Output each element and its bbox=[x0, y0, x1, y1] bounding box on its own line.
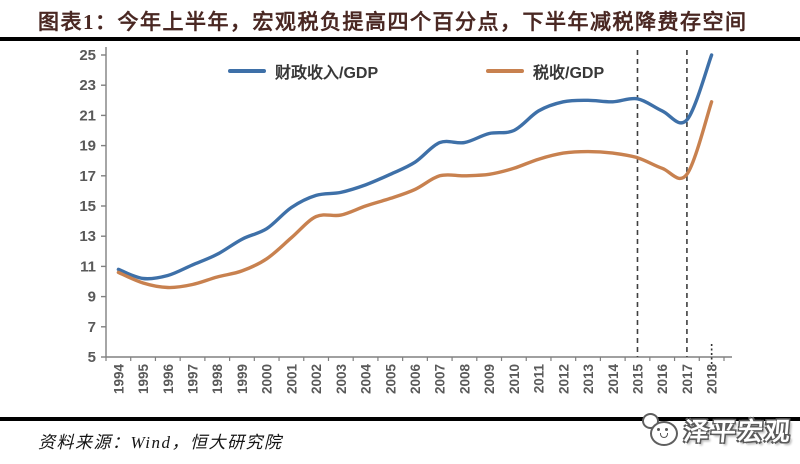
x-axis-label: 2013 bbox=[581, 364, 596, 395]
y-axis-label: 13 bbox=[79, 228, 96, 245]
y-axis-label: 9 bbox=[88, 289, 96, 306]
y-axis-label: 15 bbox=[79, 198, 96, 215]
x-axis-label: 2006 bbox=[408, 364, 423, 395]
x-axis-label: 2015 bbox=[631, 364, 646, 395]
series-line-tax bbox=[116, 100, 714, 290]
legend-item-tax: 税收/GDP bbox=[486, 59, 604, 83]
x-axis-label: 2003 bbox=[334, 364, 349, 395]
legend-label-fiscal-revenue: 财政收入/GDP bbox=[275, 65, 379, 82]
x-axis-label: 2018 bbox=[705, 364, 720, 395]
x-axis-label: 2012 bbox=[556, 364, 571, 394]
zeping-macro-logo: 泽平宏观 bbox=[641, 412, 794, 448]
logo-mascot-icon bbox=[641, 412, 679, 448]
tax-line-swatch-icon bbox=[486, 69, 524, 73]
x-axis-label: 1995 bbox=[136, 364, 151, 395]
source-note: 资料来源：Wind，恒大研究院 bbox=[38, 433, 283, 452]
x-axis-label: 2005 bbox=[383, 364, 398, 395]
y-axis-label: 21 bbox=[79, 107, 96, 124]
x-axis-label: 1997 bbox=[186, 364, 201, 394]
x-axis-label: 2001 bbox=[284, 364, 299, 395]
x-axis-label: 2000 bbox=[260, 364, 275, 394]
x-axis-label: 2007 bbox=[433, 364, 448, 394]
fiscal-line-swatch-icon bbox=[228, 69, 266, 73]
line-chart: 5 7 9 11 13 15 17 19 21 23 25 1994 1995 1996 1997 1998 1… bbox=[79, 47, 732, 395]
legend-label-tax: 税收/GDP bbox=[533, 65, 605, 82]
bottom-divider bbox=[0, 417, 800, 421]
y-axis-label: 25 bbox=[79, 47, 96, 64]
x-axis-label: 1999 bbox=[235, 364, 250, 394]
x-axis-label: 2017 bbox=[680, 364, 695, 394]
x-axis-label: 2016 bbox=[655, 364, 670, 395]
logo-wordmark: 泽平宏观 bbox=[682, 418, 794, 446]
y-axis-label: 19 bbox=[79, 138, 96, 155]
series-line-fiscal-revenue bbox=[116, 53, 714, 281]
top-divider bbox=[0, 37, 800, 41]
x-axis-label: 2002 bbox=[309, 364, 324, 394]
x-axis-label: 1998 bbox=[210, 364, 225, 395]
legend-item-fiscal-revenue: 财政收入/GDP bbox=[228, 59, 378, 83]
y-axis-label: 11 bbox=[80, 258, 96, 275]
x-axis-label: 2014 bbox=[606, 364, 621, 395]
x-axis-label: 1996 bbox=[161, 364, 176, 395]
x-axis-label: 2008 bbox=[457, 364, 472, 395]
y-axis-label: 17 bbox=[79, 168, 96, 185]
x-axis-label: 2010 bbox=[507, 364, 522, 394]
x-axis-label: 1994 bbox=[111, 364, 126, 395]
y-axis-label: 5 bbox=[88, 349, 96, 366]
y-axis-label: 7 bbox=[88, 319, 96, 336]
y-axis-label: 23 bbox=[79, 77, 96, 94]
x-axis-label: 2004 bbox=[359, 364, 374, 395]
x-axis-label: 2009 bbox=[482, 364, 497, 394]
x-axis-label: 2011 bbox=[532, 364, 547, 394]
page-title: 图表1：今年上半年，宏观税负提高四个百分点，下半年减税降费存空间 bbox=[38, 10, 748, 34]
